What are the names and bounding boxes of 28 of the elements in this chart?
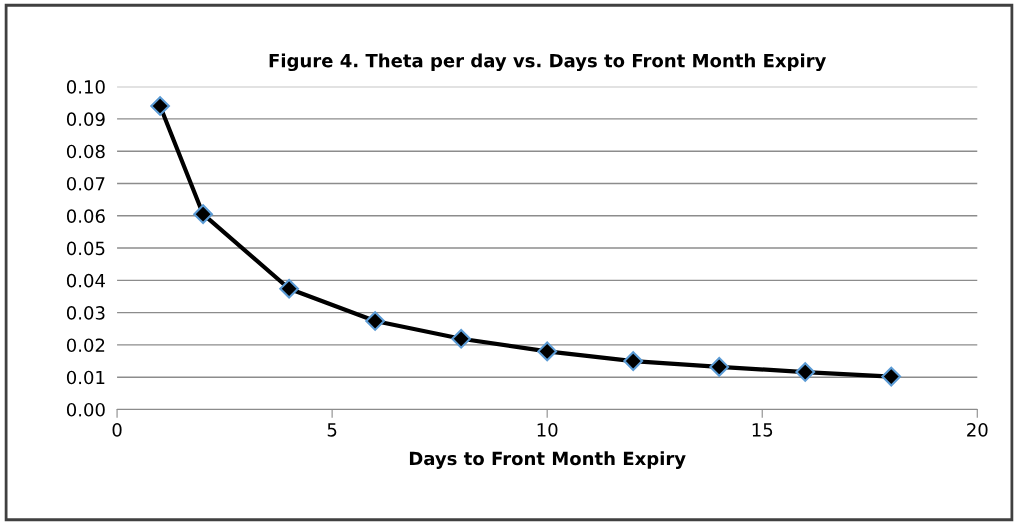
- chart-title: Figure 4. Theta per day vs. Days to Front Month Expiry: [269, 53, 827, 72]
- x-axis-title: Days to Front Month Expiry: [409, 451, 686, 469]
- y-tick-label: 0.10: [66, 80, 105, 94]
- point: [451, 328, 472, 349]
- y-tick-label: 0.03: [66, 306, 105, 320]
- y-tick-label: 0.01: [66, 370, 105, 385]
- y-tick-label: 0.00: [66, 402, 105, 417]
- x-tick-label: 10: [537, 423, 558, 437]
- point: [193, 204, 213, 225]
- y-tick-label: 0.09: [66, 112, 105, 127]
- x-tick-label: 5: [327, 423, 337, 437]
- y-tick-label: 0.07: [66, 176, 105, 191]
- y-tick-label: 0.04: [66, 273, 105, 288]
- x-tick-label: 0: [112, 423, 122, 437]
- y-tick-label: 0.02: [66, 338, 105, 353]
- point: [709, 357, 730, 377]
- y-tick-label: 0.05: [66, 241, 105, 256]
- point: [537, 341, 558, 362]
- point: [623, 351, 644, 371]
- y-tick-label: 0.06: [66, 209, 105, 223]
- point: [795, 362, 816, 382]
- point: [150, 96, 170, 116]
- point: [365, 311, 386, 331]
- y-tick-label: 0.08: [66, 144, 105, 159]
- x-tick-label: 15: [752, 423, 773, 437]
- point: [279, 278, 299, 299]
- point: [881, 366, 902, 387]
- x-tick-label: 20: [967, 423, 988, 437]
